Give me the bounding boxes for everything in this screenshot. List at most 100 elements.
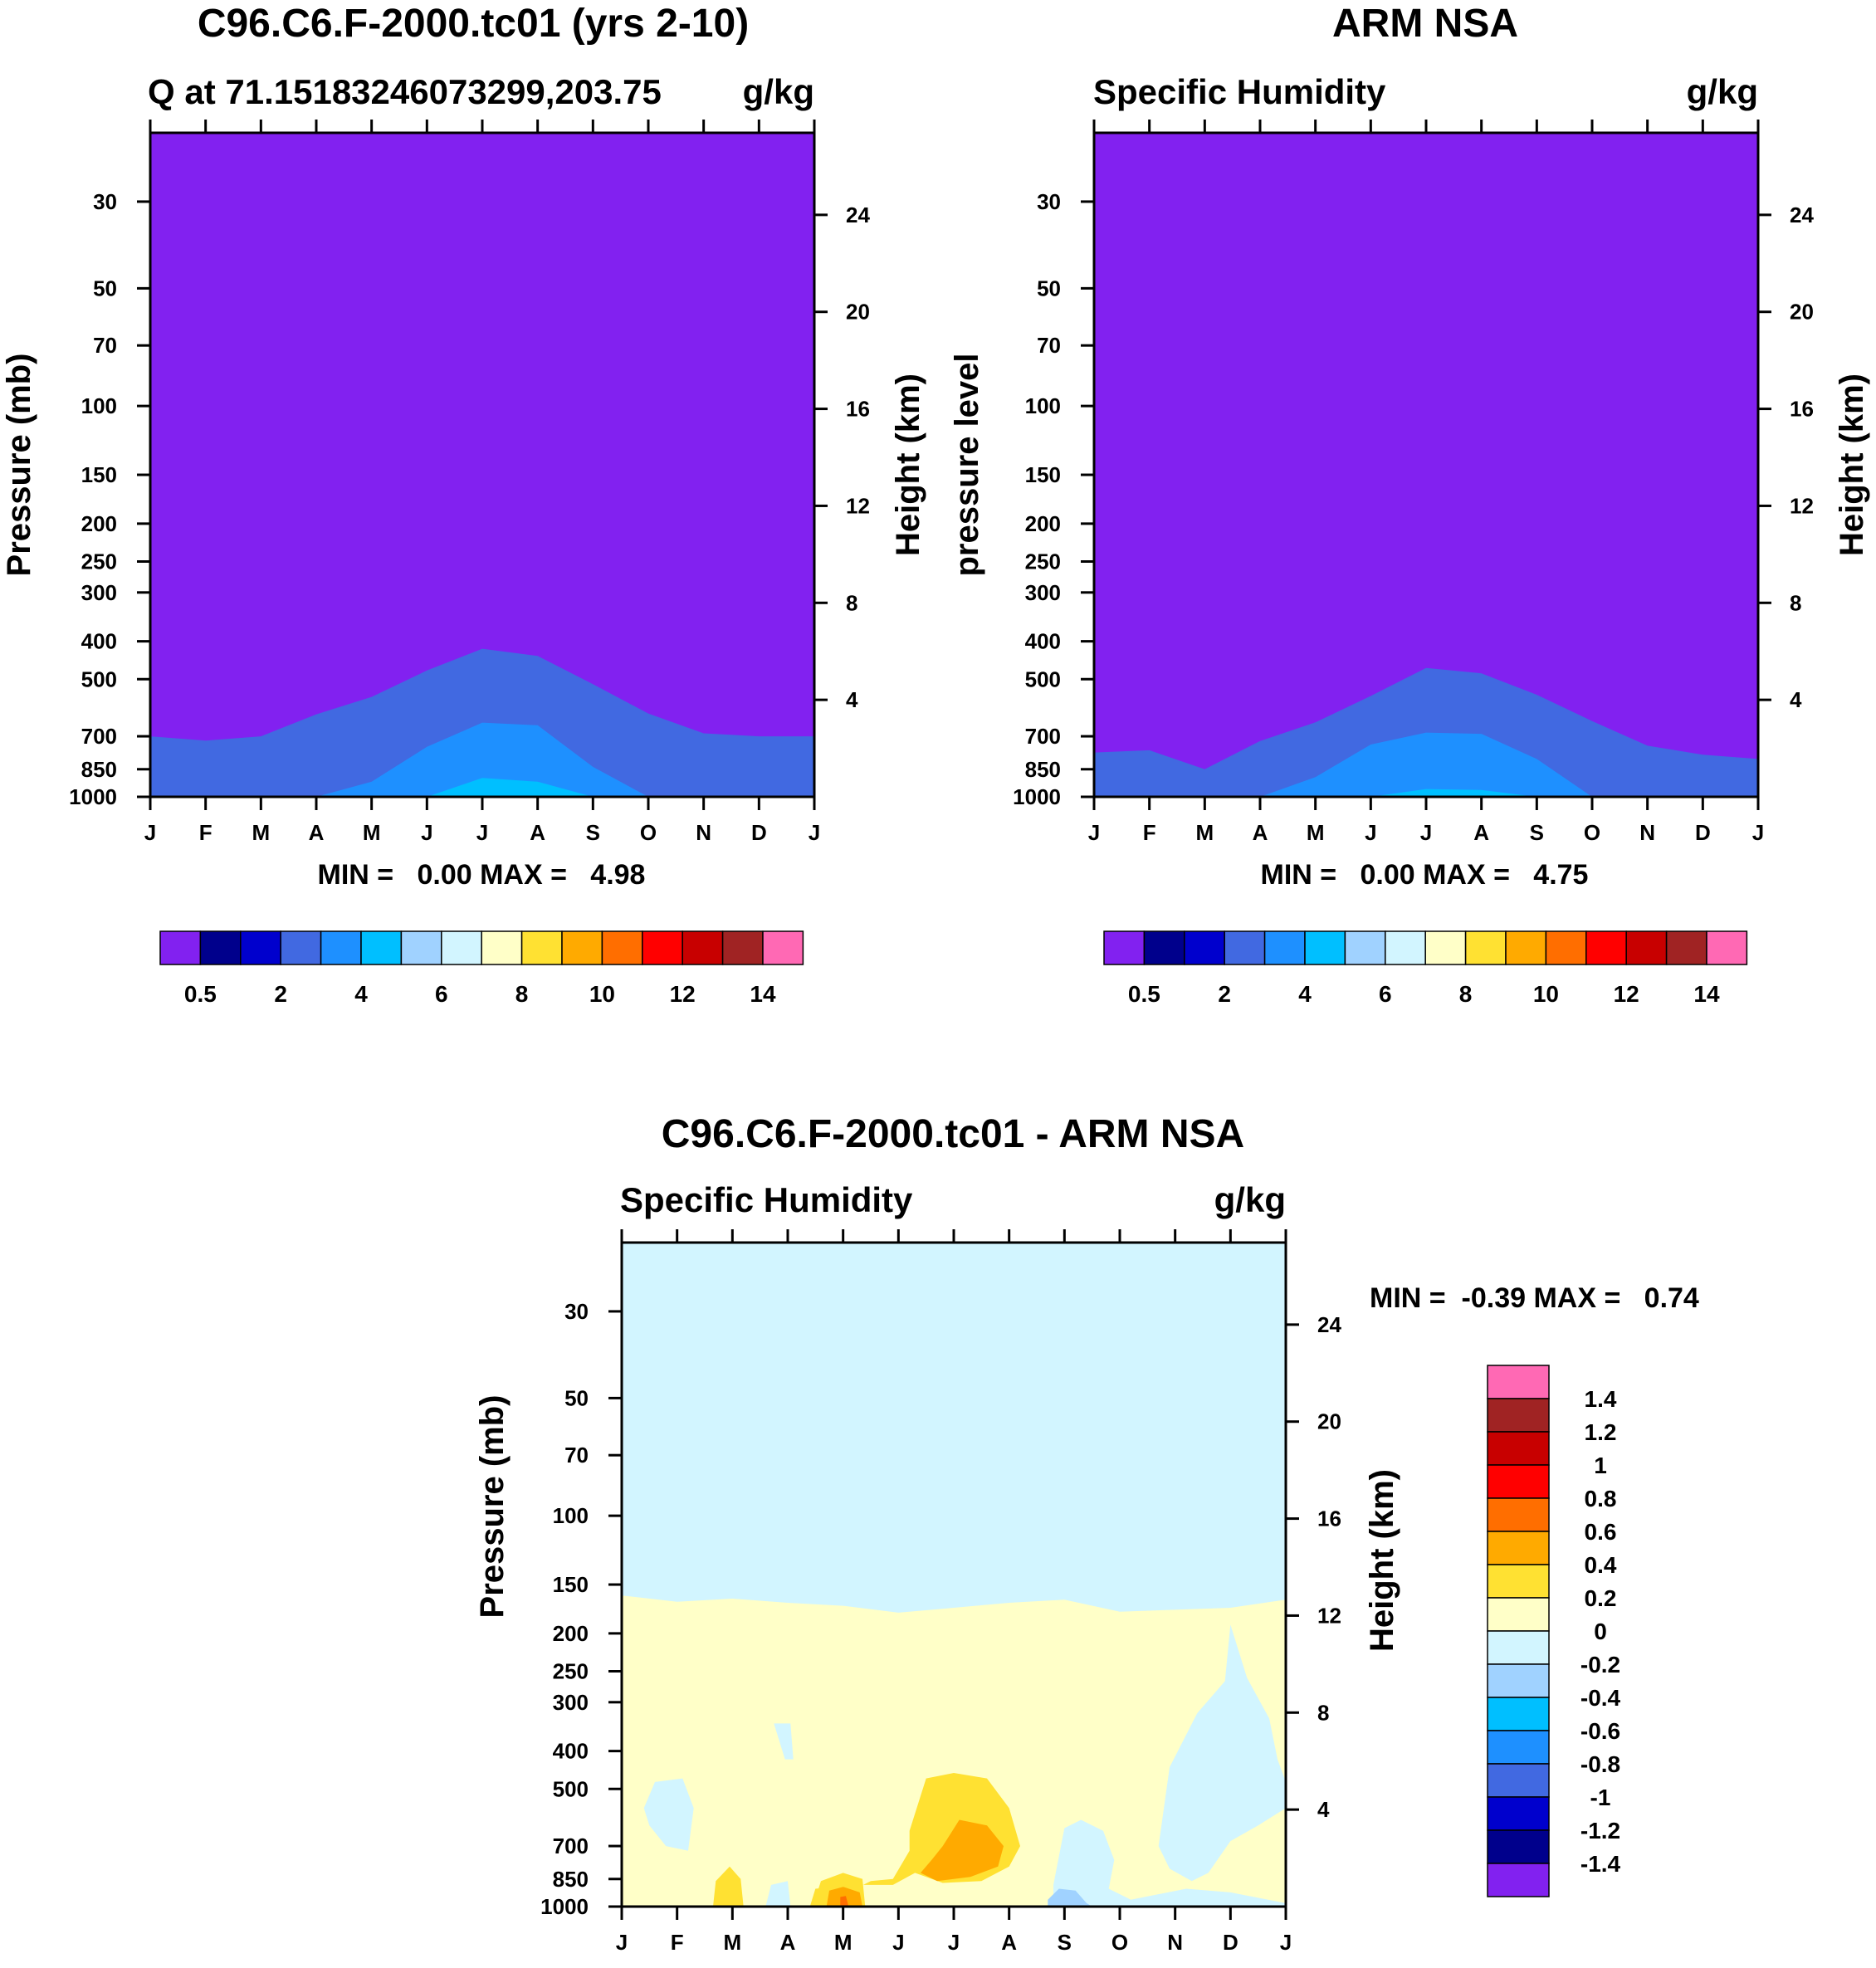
- obs-ylabel: pressure level: [949, 353, 985, 576]
- diff-title: C96.C6.F-2000.tc01 - ARM NSA: [662, 1112, 1244, 1156]
- model-xtick-label: F: [199, 820, 213, 845]
- model-ytick-right-label: 16: [846, 397, 870, 422]
- obs-colorbar-swatch: [1585, 930, 1627, 965]
- diff-ytick-right-label: 20: [1317, 1409, 1341, 1434]
- diff-pos04-region-jul: [921, 1819, 1004, 1882]
- model-ytick-label: 700: [81, 724, 117, 749]
- panel-model: C96.C6.F-2000.tc01 (yrs 2-10) Q at 71.15…: [1, 2, 926, 1007]
- diff-ytick-right-label: 16: [1317, 1507, 1341, 1531]
- diff-ytick-label: 400: [553, 1739, 589, 1764]
- model-ytick-label: 200: [81, 511, 117, 536]
- model-ylabel: Pressure (mb): [1, 354, 37, 577]
- obs-xtick-label: N: [1639, 820, 1655, 845]
- diff-ytick-right-label: 8: [1317, 1700, 1329, 1725]
- model-xtick-label: J: [476, 820, 488, 845]
- model-colorbar-label: 8: [515, 981, 529, 1007]
- diff-colorbar-label: -1.2: [1580, 1818, 1620, 1843]
- diff-pos06-region-may: [840, 1896, 849, 1907]
- obs-colorbar: 0.5 2 4 6 8 10 12 14: [1103, 930, 1748, 1007]
- diff-neg04-region-sep: [1048, 1888, 1092, 1907]
- model-ytick-label: 850: [81, 757, 117, 782]
- model-colorbar-label: 0.5: [184, 981, 217, 1007]
- model-xtick-label: J: [421, 820, 432, 845]
- model-xtick-label: J: [809, 820, 820, 845]
- obs-colorbar-swatch: [1385, 930, 1426, 965]
- obs-colorbar-swatch: [1505, 930, 1547, 965]
- obs-contour-0.5: [1094, 667, 1758, 797]
- diff-xtick-label: J: [1280, 1930, 1292, 1955]
- model-colorbar-swatch: [682, 930, 724, 965]
- model-colorbar-swatch: [561, 930, 603, 965]
- diff-ytick-label: 1000: [540, 1894, 589, 1919]
- diff-ylabel: Pressure (mb): [474, 1395, 511, 1619]
- diff-xtick-label: J: [948, 1930, 960, 1955]
- model-colorbar-swatch: [280, 930, 322, 965]
- model-colorbar-swatch: [400, 930, 442, 965]
- model-colorbar-label: 10: [589, 981, 615, 1007]
- diff-ytick-label: 30: [564, 1299, 589, 1324]
- model-ytick-label: 1000: [69, 784, 117, 809]
- model-title: C96.C6.F-2000.tc01 (yrs 2-10): [198, 2, 749, 46]
- model-ytick-right-label: 20: [846, 300, 870, 325]
- obs-ytick-right-label: 24: [1790, 203, 1814, 227]
- diff-xtick-label: D: [1223, 1930, 1238, 1955]
- model-colorbar-swatch: [320, 930, 362, 965]
- obs-ytick-label: 500: [1025, 667, 1061, 691]
- obs-colorbar-label: 2: [1218, 981, 1231, 1007]
- model-ytick-label: 100: [81, 393, 117, 418]
- diff-ytick-label: 50: [564, 1385, 589, 1410]
- diff-xtick-label: N: [1167, 1930, 1183, 1955]
- obs-colorbar-label: 4: [1298, 981, 1312, 1007]
- obs-colorbar-swatch: [1344, 930, 1386, 965]
- diff-subtitle-left: Specific Humidity: [620, 1180, 913, 1219]
- diff-ytick-label: 300: [553, 1690, 589, 1715]
- model-xtick-label: N: [696, 820, 711, 845]
- diff-neg-region-apr: [774, 1723, 794, 1760]
- obs-colorbar-swatch: [1424, 930, 1467, 965]
- diff-ytick-right-label: 4: [1317, 1797, 1330, 1822]
- obs-ytick-label: 50: [1037, 276, 1061, 300]
- diff-xtick-label: A: [780, 1930, 796, 1955]
- obs-ytick-label: 150: [1025, 462, 1061, 487]
- obs-colorbar-swatch: [1665, 930, 1707, 965]
- diff-plot-area: J F M A M J J A S O N D J 30 50 70 100 150 200 250 300 400 500…: [540, 1229, 1341, 1955]
- diff-colorbar-swatch: [1487, 1829, 1550, 1864]
- obs-ytick-label: 30: [1037, 189, 1061, 214]
- model-colorbar-swatch: [159, 930, 202, 965]
- obs-title: ARM NSA: [1332, 2, 1518, 46]
- diff-colorbar-label: 0: [1594, 1619, 1607, 1644]
- obs-ylabel-right: Height (km): [1834, 374, 1870, 556]
- diff-colorbar-swatch: [1487, 1531, 1550, 1565]
- obs-contour-1.5: [1094, 732, 1758, 797]
- obs-xtick-label: F: [1143, 820, 1156, 845]
- diff-colorbar-label: 0.4: [1585, 1552, 1617, 1578]
- diff-ytick-label: 850: [553, 1867, 589, 1892]
- obs-contour-2.5: [1094, 789, 1758, 797]
- diff-ytick-label: 70: [564, 1443, 589, 1467]
- model-xtick-label: O: [640, 820, 657, 845]
- diff-xtick-label: J: [892, 1930, 904, 1955]
- model-colorbar-swatch: [360, 930, 403, 965]
- diff-colorbar-swatch: [1487, 1796, 1550, 1831]
- model-colorbar: 0.5 2 4 6 8 10 12 14: [159, 930, 804, 1007]
- diff-subtitle-right: g/kg: [1214, 1180, 1286, 1219]
- diff-colorbar-label: 0.2: [1585, 1585, 1617, 1611]
- obs-colorbar-label: 10: [1533, 981, 1559, 1007]
- model-ytick-label: 70: [93, 333, 117, 358]
- diff-upper-negative-region: [622, 1243, 1286, 1613]
- diff-colorbar-swatch: [1487, 1630, 1550, 1665]
- obs-subtitle-right: g/kg: [1687, 72, 1758, 111]
- model-ytick-label: 400: [81, 629, 117, 654]
- obs-colorbar-label: 12: [1614, 981, 1639, 1007]
- obs-colorbar-swatch: [1706, 930, 1748, 965]
- model-colorbar-swatch: [199, 930, 242, 965]
- model-colorbar-swatch: [601, 930, 643, 965]
- model-contour-1.5: [150, 722, 814, 797]
- model-plot-area: J F M A M J J A S O N D J 30 50 70 100 150 200 250 300 400 500…: [69, 120, 870, 845]
- obs-xtick-label: S: [1530, 820, 1544, 845]
- diff-colorbar-label: -0.6: [1580, 1718, 1620, 1744]
- model-colorbar-swatch: [721, 930, 764, 965]
- model-subtitle-left: Q at 71.15183246073299,203.75: [148, 72, 662, 111]
- diff-ylabel-right: Height (km): [1364, 1469, 1400, 1652]
- model-contour-2.5: [150, 778, 814, 797]
